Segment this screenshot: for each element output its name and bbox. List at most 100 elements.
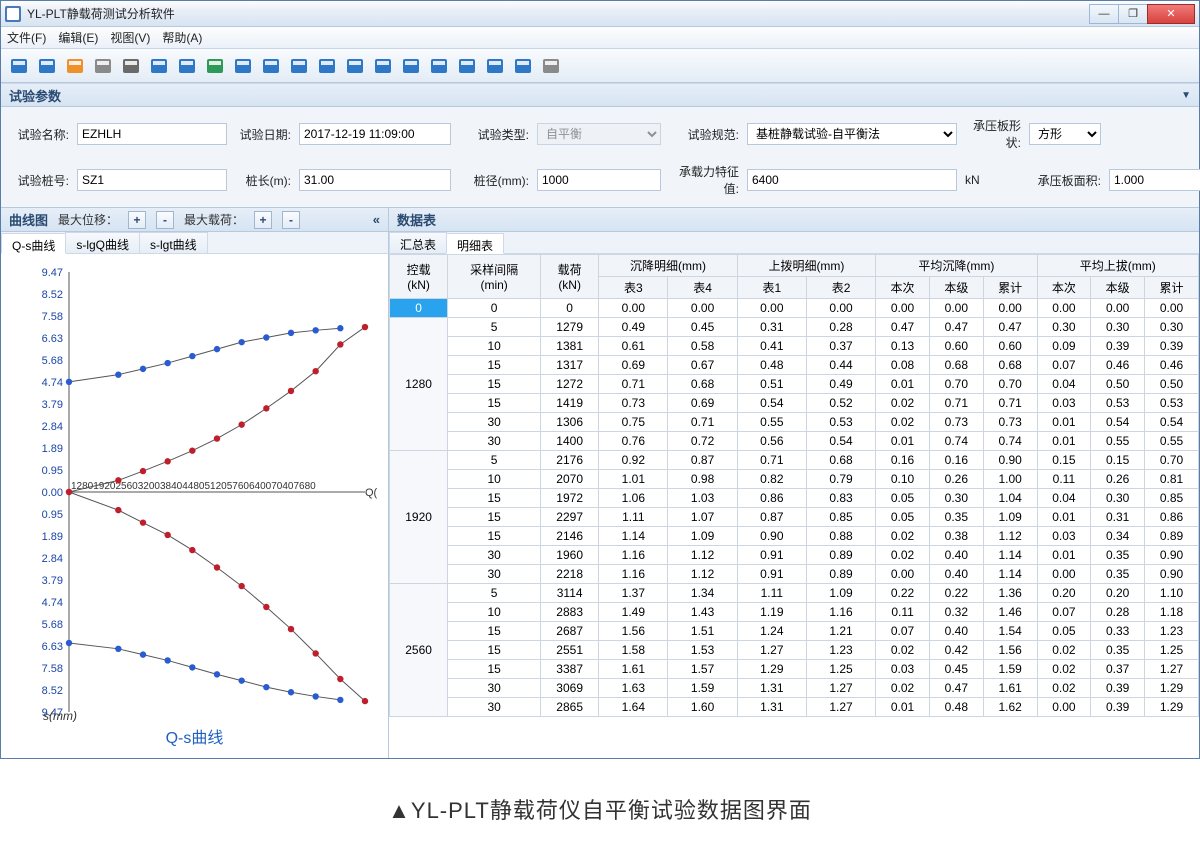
test-type-select[interactable]: 自平衡 [537, 123, 661, 145]
toolbar [1, 49, 1199, 83]
table-row[interactable]: 1512720.710.680.510.490.010.700.700.040.… [390, 375, 1199, 394]
refresh-icon[interactable] [511, 54, 535, 78]
svg-text:2.84: 2.84 [42, 553, 63, 565]
open-icon[interactable] [7, 54, 31, 78]
data-table: 控载(kN)采样间隔(min)载荷(kN)沉降明细(mm)上拨明细(mm)平均沉… [389, 254, 1199, 717]
table-row[interactable]: 1028831.491.431.191.160.110.321.460.070.… [390, 603, 1199, 622]
chart-title: Q-s曲线 [9, 722, 380, 754]
plate-shape-select[interactable]: 方形 [1029, 123, 1101, 145]
table-row[interactable]: 3019601.161.120.910.890.020.401.140.010.… [390, 546, 1199, 565]
data-table-wrap[interactable]: 控载(kN)采样间隔(min)载荷(kN)沉降明细(mm)上拨明细(mm)平均沉… [389, 254, 1199, 717]
export-word-icon[interactable] [175, 54, 199, 78]
import-icon[interactable] [231, 54, 255, 78]
bearing-char-input[interactable] [747, 169, 957, 191]
label-test-spec: 试验规范: [669, 126, 739, 143]
print-icon[interactable] [119, 54, 143, 78]
save-icon[interactable] [35, 54, 59, 78]
table-row[interactable]: 1521461.141.090.900.880.020.381.120.030.… [390, 527, 1199, 546]
device-icon[interactable] [371, 54, 395, 78]
pile-len-input[interactable] [299, 169, 451, 191]
chart-tab[interactable]: Q-s曲线 [1, 233, 66, 254]
undo-icon[interactable] [455, 54, 479, 78]
db-icon[interactable] [259, 54, 283, 78]
chart-tab[interactable]: s-lgt曲线 [139, 232, 208, 253]
chart-tab[interactable]: s-lgQ曲线 [65, 232, 140, 253]
data-pane-title: 数据表 [397, 210, 436, 229]
remove-icon[interactable] [427, 54, 451, 78]
maximize-button[interactable]: ❐ [1118, 4, 1148, 24]
load-minus-button[interactable]: - [282, 211, 300, 229]
table-row[interactable]: 0000.000.000.000.000.000.000.000.000.000… [390, 299, 1199, 318]
table-row[interactable]: 3022181.161.120.910.890.000.401.140.000.… [390, 565, 1199, 584]
label-plate-area: 承压板面积: [1029, 172, 1101, 189]
svg-text:7.58: 7.58 [42, 311, 63, 323]
menu-item[interactable]: 文件(F) [7, 29, 46, 46]
cloud-icon[interactable] [539, 54, 563, 78]
table-row[interactable]: 3013060.750.710.550.530.020.730.730.010.… [390, 413, 1199, 432]
chart-tabs: Q-s曲线s-lgQ曲线s-lgt曲线 [1, 232, 388, 254]
load-plus-button[interactable]: + [254, 211, 272, 229]
export-excel-icon[interactable] [203, 54, 227, 78]
close-button[interactable]: ✕ [1147, 4, 1195, 24]
table-row[interactable]: 1533871.611.571.291.250.030.451.590.020.… [390, 660, 1199, 679]
test-date-input[interactable] [299, 123, 451, 145]
settings-icon[interactable] [91, 54, 115, 78]
label-plate-shape: 承压板形状: [965, 117, 1021, 151]
pile-dia-input[interactable] [537, 169, 661, 191]
table-row[interactable]: 1526871.561.511.241.210.070.401.540.050.… [390, 622, 1199, 641]
add-icon[interactable] [399, 54, 423, 78]
params-panel-header[interactable]: 试验参数 ▼ [1, 83, 1199, 107]
window-title: YL-PLT静载荷测试分析软件 [27, 5, 175, 22]
test-spec-select[interactable]: 基桩静载试验-自平衡法 [747, 123, 957, 145]
redo-icon[interactable] [483, 54, 507, 78]
data-pane-header: 数据表 [389, 208, 1199, 232]
table-row[interactable]: 1280512790.490.450.310.280.470.470.470.3… [390, 318, 1199, 337]
chart-pane: 曲线图 最大位移： + - 最大载荷： + - « Q-s曲线s-lgQ曲线s-… [1, 208, 389, 758]
svg-text:Q(kN): Q(kN) [365, 487, 377, 499]
menu-item[interactable]: 编辑(E) [58, 29, 98, 46]
pile-no-input[interactable] [77, 169, 227, 191]
layers-icon[interactable] [287, 54, 311, 78]
menu-item[interactable]: 帮助(A) [162, 29, 202, 46]
svg-text:1.89: 1.89 [42, 443, 63, 455]
plate-area-input[interactable] [1109, 169, 1200, 191]
svg-text:0.95: 0.95 [42, 465, 63, 477]
table-row[interactable]: 1513170.690.670.480.440.080.680.680.070.… [390, 356, 1199, 375]
table-row[interactable]: 1013810.610.580.410.370.130.600.600.090.… [390, 337, 1199, 356]
label-test-name: 试验名称: [13, 126, 69, 143]
table-row[interactable]: 2560531141.371.341.111.090.220.221.360.2… [390, 584, 1199, 603]
data-tab[interactable]: 汇总表 [389, 232, 447, 253]
data-tab[interactable]: 明细表 [446, 233, 504, 254]
view-icon[interactable] [343, 54, 367, 78]
disp-plus-button[interactable]: + [128, 211, 146, 229]
table-row[interactable]: 3030691.631.591.311.270.020.471.610.020.… [390, 679, 1199, 698]
table-row[interactable]: 3014000.760.720.560.540.010.740.740.010.… [390, 432, 1199, 451]
table-row[interactable]: 1519721.061.030.860.830.050.301.040.040.… [390, 489, 1199, 508]
label-kn: kN [965, 173, 1021, 187]
svg-text:8.52: 8.52 [42, 685, 63, 697]
svg-text:0.00: 0.00 [42, 487, 63, 499]
minimize-button[interactable]: — [1089, 4, 1119, 24]
table-row[interactable]: 1020701.010.980.820.790.100.261.000.110.… [390, 470, 1199, 489]
label-bearing-char: 承载力特征值: [669, 163, 739, 197]
collapse-icon[interactable]: « [373, 212, 380, 227]
chevron-down-icon[interactable]: ▼ [1181, 90, 1191, 101]
table-row[interactable]: 1525511.581.531.271.230.020.421.560.020.… [390, 641, 1199, 660]
test-name-input[interactable] [77, 123, 227, 145]
table-row[interactable]: 1522971.111.070.870.850.050.351.090.010.… [390, 508, 1199, 527]
menu-item[interactable]: 视图(V) [110, 29, 150, 46]
new-icon[interactable] [63, 54, 87, 78]
svg-text:7.58: 7.58 [42, 663, 63, 675]
table-row[interactable]: 3028651.641.601.311.270.010.481.620.000.… [390, 698, 1199, 717]
stack-icon[interactable] [315, 54, 339, 78]
svg-text:9.47: 9.47 [42, 267, 63, 279]
table-row[interactable]: 1920521760.920.870.710.680.160.160.900.1… [390, 451, 1199, 470]
label-test-type: 试验类型: [459, 126, 529, 143]
table-row[interactable]: 1514190.730.690.540.520.020.710.710.030.… [390, 394, 1199, 413]
params-panel-title: 试验参数 [9, 86, 61, 105]
chart-pane-header: 曲线图 最大位移： + - 最大载荷： + - « [1, 208, 388, 232]
export-doc-icon[interactable] [147, 54, 171, 78]
window-buttons: — ❐ ✕ [1090, 4, 1195, 24]
disp-minus-button[interactable]: - [156, 211, 174, 229]
params-form: 试验名称: 试验日期: 试验类型: 自平衡 试验规范: 基桩静载试验-自平衡法 … [1, 107, 1199, 207]
